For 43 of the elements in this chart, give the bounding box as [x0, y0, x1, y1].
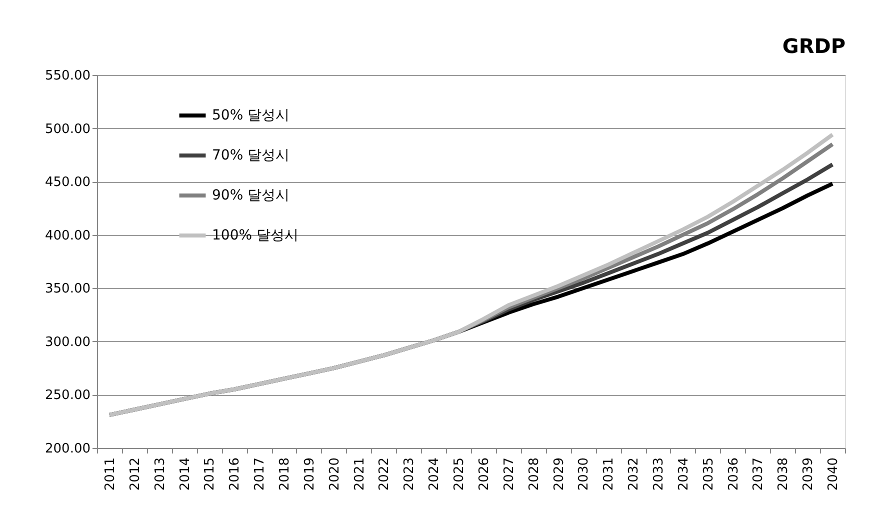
y-tick-label: 400.00	[45, 228, 90, 244]
y-tick-label: 450.00	[45, 175, 90, 190]
x-tick-label: 2039	[801, 458, 816, 491]
x-tick-label: 2022	[377, 458, 392, 491]
x-tick-label: 2018	[278, 458, 292, 491]
x-tick-label: 2029	[552, 458, 567, 491]
x-tick-label: 2015	[202, 458, 218, 491]
x-tick-label: 2024	[427, 458, 442, 491]
x-tick-label: 2031	[602, 458, 617, 491]
x-tick-label: 2023	[402, 458, 418, 491]
y-tick-label: 200.00	[45, 442, 90, 456]
legend-label: 90% 달성시	[212, 188, 290, 204]
legend-label: 50% 달성시	[212, 108, 290, 124]
x-tick-label: 2017	[252, 458, 268, 491]
x-tick-label: 2021	[352, 458, 368, 491]
x-tick-label: 2012	[128, 458, 143, 491]
x-tick-label: 2020	[327, 458, 342, 491]
x-tick-label: 2033	[652, 458, 666, 491]
y-tick-label: 550.00	[45, 68, 90, 84]
x-tick-label: 2013	[152, 458, 168, 491]
y-tick-label: 350.00	[45, 282, 90, 297]
x-tick-label: 2035	[701, 458, 716, 491]
y-tick-label: 500.00	[45, 122, 90, 137]
x-tick-label: 2037	[751, 458, 766, 491]
x-tick-label: 2016	[228, 458, 243, 491]
x-tick-label: 2011	[102, 458, 118, 491]
x-tick-label: 2014	[178, 458, 193, 491]
x-tick-label: 2034	[676, 458, 692, 491]
x-tick-label: 2040	[826, 458, 842, 491]
chart-title: GRDP	[782, 34, 846, 58]
x-tick-label: 2036	[726, 458, 742, 491]
x-tick-label: 2026	[476, 458, 492, 491]
x-tick-label: 2025	[452, 458, 468, 491]
x-tick-label: 2019	[302, 458, 318, 491]
x-tick-label: 2028	[526, 458, 542, 491]
x-tick-label: 2038	[776, 458, 792, 491]
x-tick-label: 2032	[626, 458, 642, 491]
legend-label: 100% 달성시	[212, 228, 298, 244]
y-tick-label: 250.00	[45, 388, 90, 404]
x-tick-label: 2030	[576, 458, 592, 491]
y-tick-label: 300.00	[45, 334, 90, 350]
legend-label: 70% 달성시	[212, 148, 290, 164]
x-tick-label: 2027	[502, 458, 517, 491]
